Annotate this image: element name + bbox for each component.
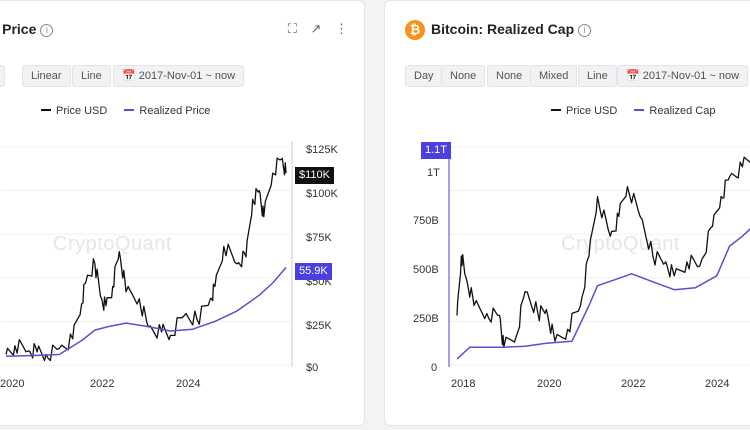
chart-legend: Price USD Realized Cap bbox=[551, 105, 729, 117]
date-range-button[interactable]: 📅 2017-Nov-01 ~ now bbox=[113, 65, 245, 87]
y-tick-label: $0 bbox=[306, 362, 319, 374]
open-external-icon[interactable]: ↗ bbox=[310, 21, 322, 36]
legend-item-realized-cap[interactable]: Realized Cap bbox=[634, 105, 715, 117]
none-button-1[interactable]: None bbox=[441, 65, 486, 87]
y-tick-label: $100K bbox=[306, 188, 338, 200]
card-header: ₿ Bitcoin: Realized Cap i bbox=[385, 15, 750, 45]
y-tick-label: 500B bbox=[413, 264, 439, 276]
x-tick-label: 2018 bbox=[451, 378, 476, 390]
y-tick-label: 0 bbox=[431, 362, 438, 374]
price-usd-line bbox=[5, 157, 287, 362]
scale-button[interactable]: ne bbox=[0, 65, 6, 87]
cap-value-tag: 1.1T bbox=[421, 142, 452, 159]
bitcoin-icon: ₿ bbox=[405, 20, 425, 40]
y-tick-label: $25K bbox=[306, 320, 332, 332]
realized-line bbox=[5, 267, 287, 358]
legend-item-price[interactable]: Price USD bbox=[551, 105, 617, 117]
price-usd-line bbox=[456, 156, 750, 348]
y-tick-label: 750B bbox=[413, 215, 439, 227]
realized-cap-card: ₿ Bitcoin: Realized Cap i Day None None M… bbox=[384, 0, 750, 426]
x-tick-label: 2020 bbox=[537, 378, 562, 390]
realized-line bbox=[456, 228, 750, 360]
info-icon[interactable]: i bbox=[578, 24, 592, 37]
legend-item-realized[interactable]: Realized Price bbox=[124, 105, 210, 117]
day-button[interactable]: Day bbox=[405, 65, 443, 87]
price-value-tag: $110K bbox=[295, 167, 334, 184]
x-tick-label: 2022 bbox=[90, 378, 115, 390]
x-tick-label: 2024 bbox=[705, 378, 730, 390]
linear-button[interactable]: Linear bbox=[22, 65, 71, 87]
none-button-2[interactable]: None bbox=[487, 65, 532, 87]
y-tick-label: $75K bbox=[306, 232, 332, 244]
x-tick-label: 2024 bbox=[176, 378, 201, 390]
info-icon[interactable]: i bbox=[40, 24, 54, 37]
chart-toolbar: ne Linear Line 📅 2017-Nov-01 ~ now bbox=[0, 65, 364, 87]
legend-item-price[interactable]: Price USD bbox=[41, 105, 107, 117]
more-vertical-icon[interactable]: ⋮ bbox=[335, 21, 348, 36]
y-tick-label: 1T bbox=[427, 167, 440, 179]
date-range-label: 2017-Nov-01 ~ now bbox=[138, 70, 236, 82]
date-range-button[interactable]: 📅 2017-Nov-01 ~ now bbox=[617, 65, 749, 87]
header-actions: ⛶ ↗ ⋮ bbox=[278, 21, 348, 37]
watermark: CryptoQuant bbox=[53, 233, 172, 255]
date-range-label: 2017-Nov-01 ~ now bbox=[642, 70, 740, 82]
line-button[interactable]: Line bbox=[72, 65, 111, 87]
x-tick-label: 2022 bbox=[621, 378, 646, 390]
chart-title: Bitcoin: Realized Cap i bbox=[431, 21, 592, 37]
calendar-icon: 📅 bbox=[626, 70, 640, 82]
mixed-button[interactable]: Mixed bbox=[530, 65, 578, 87]
line-button[interactable]: Line bbox=[578, 65, 617, 87]
y-tick-label: 250B bbox=[413, 313, 439, 325]
calendar-icon: 📅 bbox=[122, 70, 136, 82]
realized-cap-chart bbox=[448, 141, 750, 367]
chart-legend: Price USD Realized Price bbox=[41, 105, 224, 117]
chart-toolbar: Day None None Mixed Line 📅 2017-Nov-01 ~… bbox=[385, 65, 750, 87]
price-chart bbox=[1, 141, 293, 367]
x-tick-label: 2020 bbox=[0, 378, 25, 390]
y-tick-label: $125K bbox=[306, 144, 338, 156]
expand-icon[interactable]: ⛶ bbox=[287, 21, 297, 36]
realized-value-tag: 55.9K bbox=[295, 263, 332, 280]
